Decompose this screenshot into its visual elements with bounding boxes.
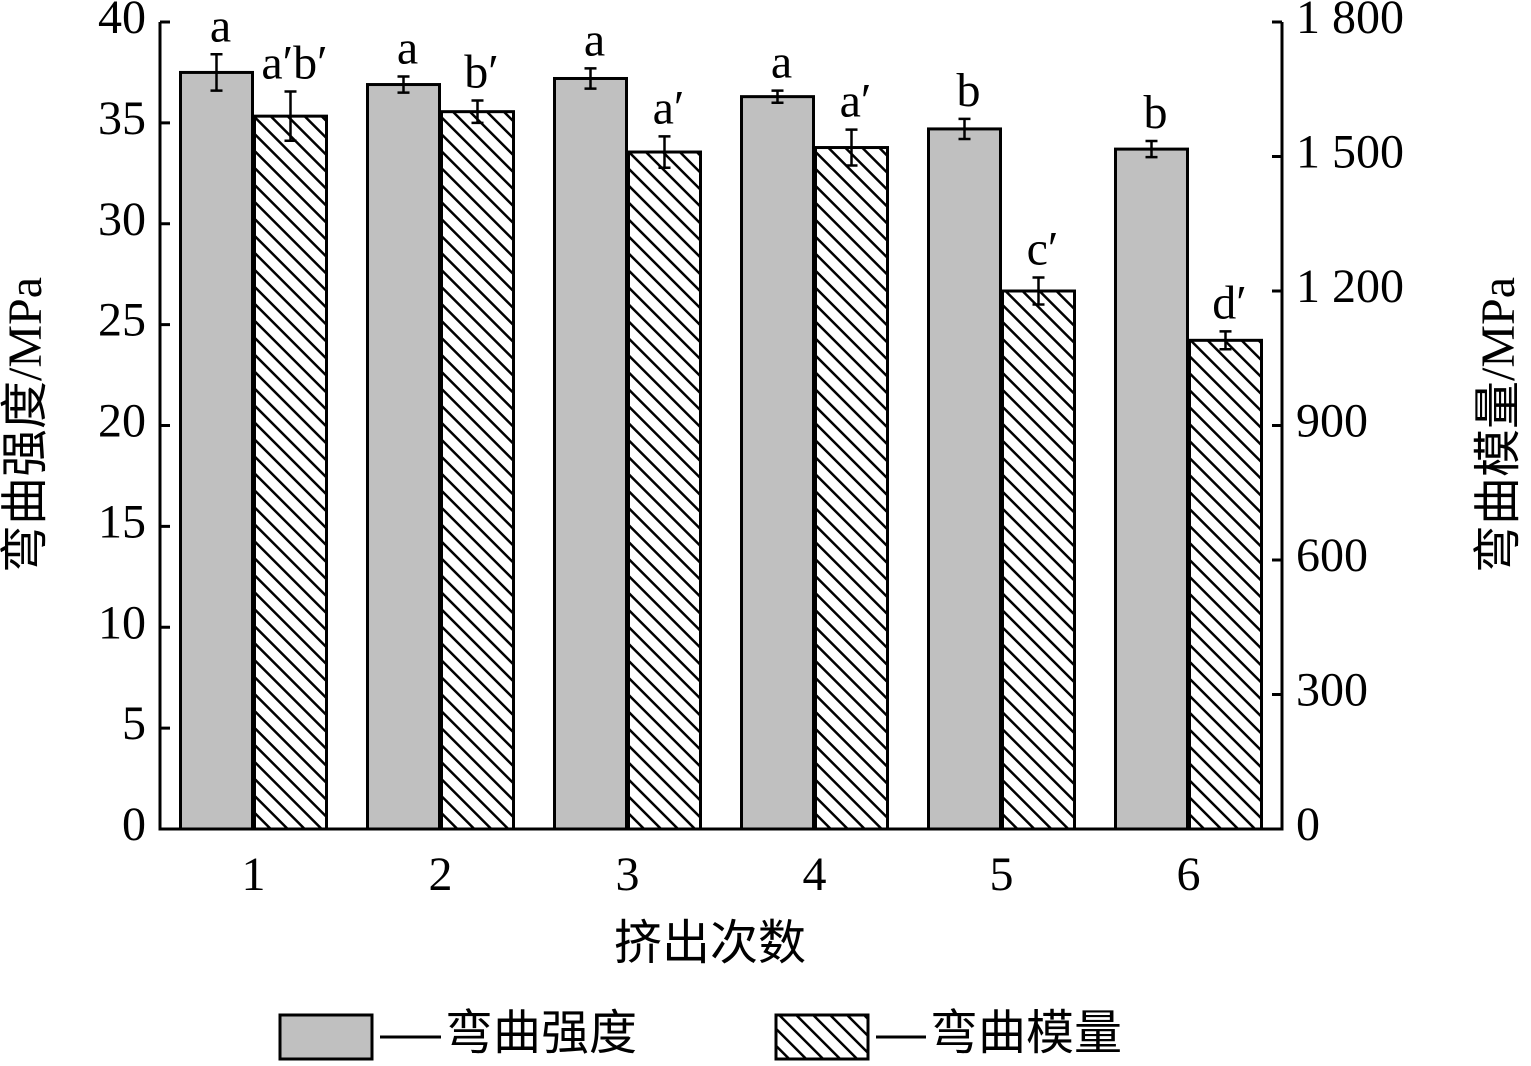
bar [253,114,328,831]
error-bar [1145,139,1158,159]
bar [553,76,628,831]
error-bar [284,90,297,143]
y-tick-label: 40 [98,0,146,44]
error-bar [1032,276,1045,306]
y2-axis-label: 弯曲模量/MPa [1472,277,1525,573]
bar [440,110,515,831]
y-tick-label: 5 [122,697,146,750]
x-tick-label: 5 [990,848,1014,901]
y-tick-label: 25 [98,294,146,347]
bar [366,83,441,831]
error-bar [471,99,484,125]
error-bar [771,89,784,104]
legend-label: 弯曲模量 [930,1007,1122,1060]
significance-letter: a′ [653,81,685,134]
x-tick-label: 2 [429,848,453,901]
x-tick-label: 6 [1177,848,1201,901]
x-tick-label: 4 [803,848,827,901]
y-tick-label: 0 [122,798,146,851]
y2-tick-label: 300 [1296,664,1368,717]
significance-letter: d′ [1212,276,1247,329]
legend-swatch [774,1013,870,1061]
y2-tick-label: 600 [1296,529,1368,582]
bar [927,127,1002,831]
error-bar [584,67,597,90]
y-tick-label: 20 [98,395,146,448]
x-tick-label: 3 [616,848,640,901]
bar [1188,338,1263,831]
error-bar [1219,330,1232,351]
y-axis-label: 弯曲强度/MPa [0,277,52,573]
y-tick-label: 35 [98,92,146,145]
bar [1114,147,1189,831]
significance-letter: a [397,21,418,74]
significance-letter: b′ [464,45,499,98]
error-bar [397,75,410,94]
error-bar [210,53,223,92]
significance-letter: b [1144,86,1168,139]
bar [627,150,702,831]
y2-tick-label: 1 500 [1296,126,1404,179]
y-tick-label: 10 [98,596,146,649]
x-tick-label: 1 [242,848,266,901]
y2-tick-label: 0 [1296,798,1320,851]
significance-letter: c′ [1027,223,1059,276]
significance-letter: a [771,36,792,89]
legend-label: 弯曲强度 [445,1007,637,1060]
axes [158,22,1284,831]
y2-tick-label: 900 [1296,395,1368,448]
significance-letter: a′ [840,75,872,128]
bar [179,70,254,831]
bar [814,146,889,831]
x-axis-label: 挤出次数 [614,917,806,970]
y2-tick-label: 1 800 [1296,0,1404,44]
error-bar [845,128,858,167]
significance-letter: a′b′ [261,37,327,90]
significance-letter: a [210,0,231,52]
bar [1001,289,1076,831]
error-bar [958,117,971,141]
bar [740,95,815,831]
y-tick-label: 30 [98,193,146,246]
y2-tick-label: 1 200 [1296,260,1404,313]
y-tick-label: 15 [98,495,146,548]
legend-swatch [278,1013,374,1061]
significance-letter: a [584,13,605,66]
significance-letter: b [957,64,981,117]
error-bar [658,135,671,169]
